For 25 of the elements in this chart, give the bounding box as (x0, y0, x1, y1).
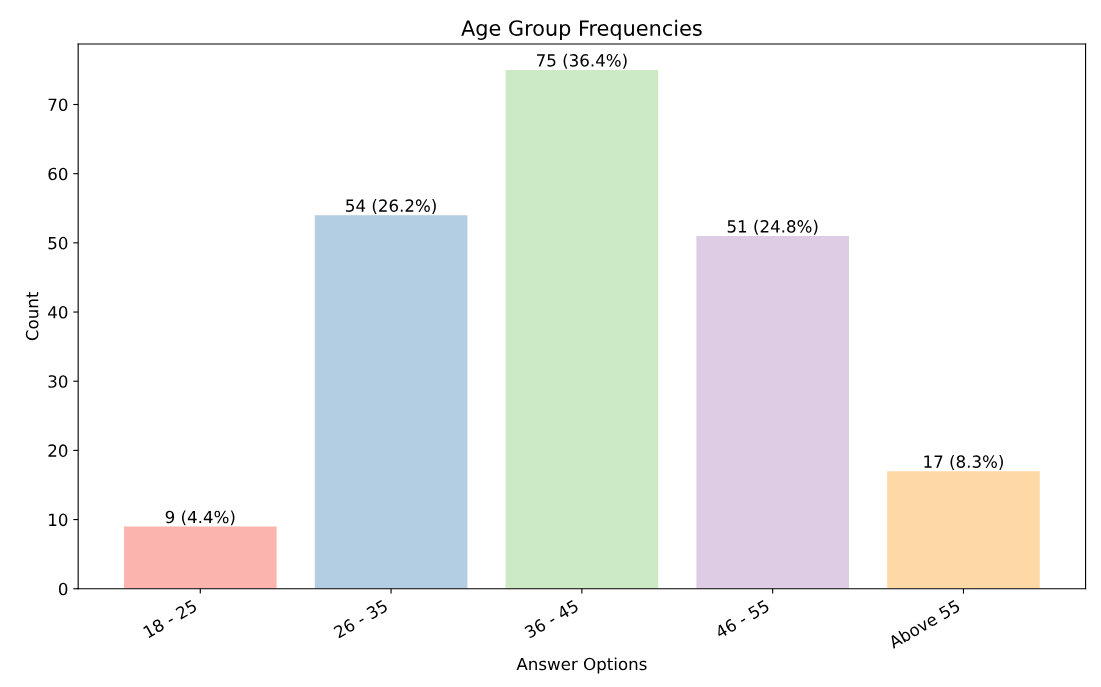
x-tick-label: 26 - 35 (333, 599, 389, 639)
bar (696, 235, 849, 589)
y-tick-label: 40 (48, 306, 68, 319)
data-label: 9 (4.4%) (165, 510, 235, 526)
chart-title: Age Group Frequencies (461, 19, 702, 40)
y-tick-label: 0 (58, 582, 68, 596)
bar (314, 215, 468, 589)
data-label: 51 (24.8%) (727, 219, 818, 235)
y-tick-label: 30 (48, 375, 68, 388)
y-tick-label: 70 (48, 98, 68, 112)
x-tick-label: 46 - 55 (714, 599, 770, 639)
bar (505, 69, 659, 589)
data-label: 75 (36.4%) (537, 53, 627, 69)
y-tick-label: 20 (48, 444, 68, 457)
y-tick-label: 60 (48, 167, 68, 181)
x-tick-label: 18 - 25 (142, 599, 198, 639)
bar (887, 471, 1040, 589)
x-axis-title: Answer Options (516, 657, 647, 674)
data-label: 17 (8.3%) (924, 455, 1003, 470)
y-tick-label: 10 (49, 513, 68, 527)
bar (123, 526, 277, 589)
data-label: 54 (26.2%) (346, 199, 436, 214)
y-axis-title: Count (25, 292, 39, 341)
x-tick-label: 36 - 45 (523, 599, 579, 639)
y-tick-label: 50 (48, 236, 68, 250)
